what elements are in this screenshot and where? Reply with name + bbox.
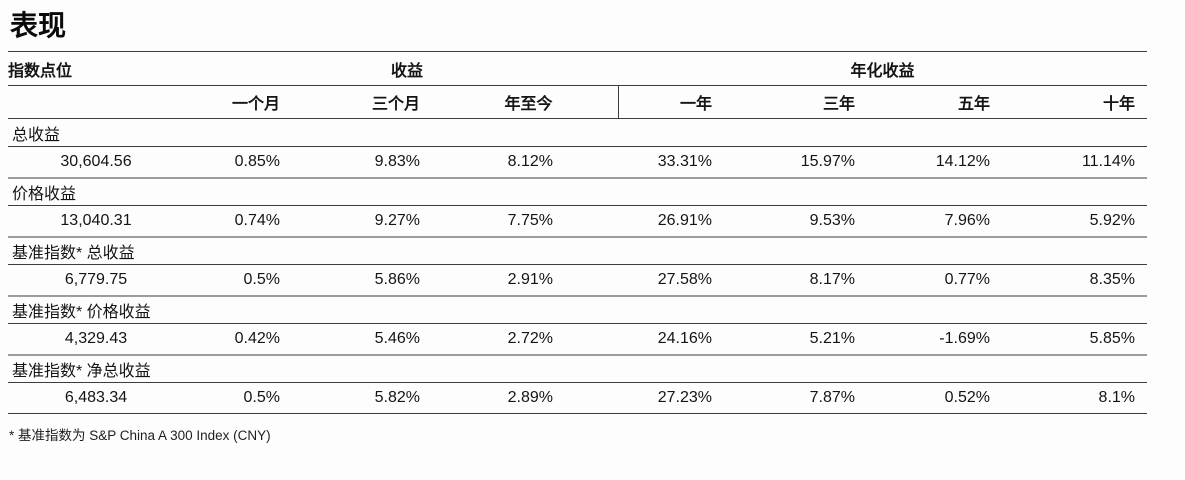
value-1m: 0.42% [196,323,292,356]
header-5-year: 五年 [867,85,1002,119]
value-5y: 0.77% [867,264,1002,297]
value-10y: 11.14% [1002,146,1148,179]
value-3m: 9.83% [292,146,432,179]
header-group-annualized: 年化收益 [618,51,1148,86]
data-row-benchmark-price-return: 4,329.43 0.42% 5.46% 2.72% 24.16% 5.21% … [8,323,1148,356]
value-10y: 5.92% [1002,205,1148,238]
value-3y: 15.97% [724,146,867,179]
index-level-value: 13,040.31 [8,205,196,238]
index-level-value: 6,779.75 [8,264,196,297]
header-blank-cell [8,85,196,119]
value-5y: 14.12% [867,146,1002,179]
section-label: 价格收益 [8,177,1148,206]
value-3y: 7.87% [724,382,867,414]
value-ytd: 2.89% [432,382,618,414]
value-1y: 26.91% [618,205,724,238]
value-5y: 7.96% [867,205,1002,238]
value-10y: 8.35% [1002,264,1148,297]
data-row-benchmark-net-total-return: 6,483.34 0.5% 5.82% 2.89% 27.23% 7.87% 0… [8,382,1148,414]
value-3m: 9.27% [292,205,432,238]
header-ytd: 年至今 [432,85,618,119]
value-5y: 0.52% [867,382,1002,414]
data-row-benchmark-total-return: 6,779.75 0.5% 5.86% 2.91% 27.58% 8.17% 0… [8,264,1148,297]
header-10-year: 十年 [1002,85,1148,119]
header-1-year: 一年 [617,85,724,119]
value-3m: 5.82% [292,382,432,414]
value-3y: 5.21% [724,323,867,356]
benchmark-footnote: * 基准指数为 S&P China A 300 Index (CNY) [9,428,271,443]
value-1y: 27.23% [618,382,724,414]
value-ytd: 8.12% [432,146,618,179]
value-1m: 0.85% [196,146,292,179]
header-1-month: 一个月 [196,85,292,119]
section-row-benchmark-net-total-return: 基准指数* 净总收益 [8,354,1148,383]
value-3y: 8.17% [724,264,867,297]
page-title: 表现 [10,10,67,41]
value-1m: 0.5% [196,264,292,297]
section-row-benchmark-total-return: 基准指数* 总收益 [8,236,1148,265]
period-header-row: 一个月 三个月 年至今 一年 三年 五年 十年 [8,85,1148,119]
header-group-returns: 收益 [196,51,618,86]
value-10y: 8.1% [1002,382,1148,414]
value-1y: 24.16% [618,323,724,356]
value-5y: -1.69% [867,323,1002,356]
section-row-total-return: 总收益 [8,118,1148,147]
value-1y: 33.31% [618,146,724,179]
data-row-total-return: 30,604.56 0.85% 9.83% 8.12% 33.31% 15.97… [8,146,1148,179]
data-row-price-return: 13,040.31 0.74% 9.27% 7.75% 26.91% 9.53%… [8,205,1148,238]
value-3m: 5.46% [292,323,432,356]
section-label: 总收益 [8,118,1148,147]
header-3-year: 三年 [724,85,867,119]
value-3m: 5.86% [292,264,432,297]
group-header-row: 指数点位 收益 年化收益 [8,51,1148,86]
header-index-level: 指数点位 [8,51,196,86]
value-1m: 0.5% [196,382,292,414]
index-level-value: 6,483.34 [8,382,196,414]
section-label: 基准指数* 总收益 [8,236,1148,265]
performance-table: 指数点位 收益 年化收益 一个月 三个月 年至今 一年 三年 五年 十年 总收益… [8,51,1148,414]
value-1y: 27.58% [618,264,724,297]
section-row-price-return: 价格收益 [8,177,1148,206]
value-ytd: 2.91% [432,264,618,297]
value-ytd: 7.75% [432,205,618,238]
value-3y: 9.53% [724,205,867,238]
value-ytd: 2.72% [432,323,618,356]
section-row-benchmark-price-return: 基准指数* 价格收益 [8,295,1148,324]
index-level-value: 30,604.56 [8,146,196,179]
section-label: 基准指数* 净总收益 [8,354,1148,383]
section-label: 基准指数* 价格收益 [8,295,1148,324]
header-3-month: 三个月 [292,85,432,119]
value-1m: 0.74% [196,205,292,238]
value-10y: 5.85% [1002,323,1148,356]
index-level-value: 4,329.43 [8,323,196,356]
